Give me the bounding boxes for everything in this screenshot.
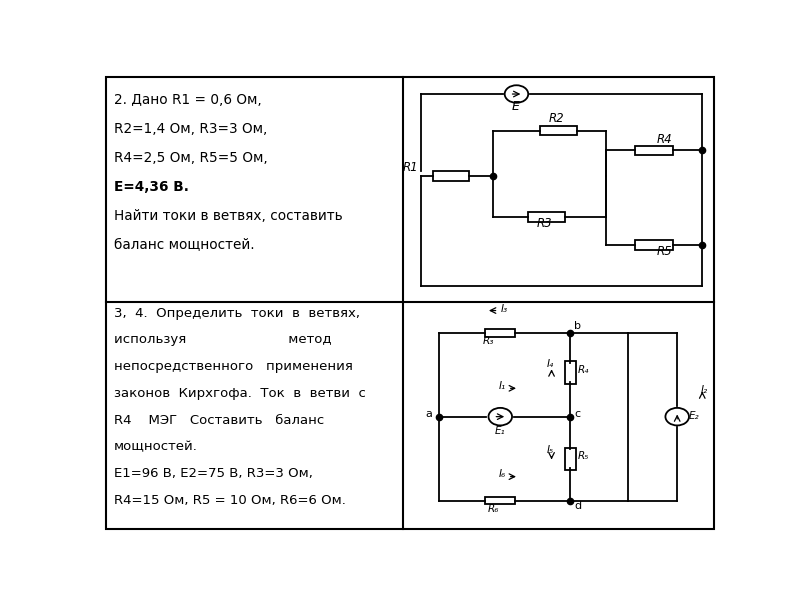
Text: R1: R1	[403, 161, 418, 174]
Text: R4    МЭГ   Составить   баланс: R4 МЭГ Составить баланс	[114, 414, 324, 427]
Bar	[635, 241, 673, 250]
Text: I₄: I₄	[547, 359, 554, 369]
Text: R₅: R₅	[578, 451, 590, 461]
Text: I₁: I₁	[498, 381, 506, 391]
Text: d: d	[574, 501, 582, 511]
Text: R₃: R₃	[482, 335, 494, 346]
Text: R4=15 Ом, R5 = 10 Ом, R6=6 Ом.: R4=15 Ом, R5 = 10 Ом, R6=6 Ом.	[114, 494, 346, 507]
Text: R3: R3	[537, 217, 553, 230]
Text: I₂: I₂	[701, 385, 707, 395]
Text: a: a	[426, 409, 433, 419]
Text: R4=2,5 Ом, R5=5 Ом,: R4=2,5 Ом, R5=5 Ом,	[114, 151, 267, 165]
Text: непосредственного   применения: непосредственного применения	[114, 360, 353, 373]
Text: законов  Кирхгофа.  Ток  в  ветви  с: законов Кирхгофа. Ток в ветви с	[114, 387, 366, 400]
Text: I₃: I₃	[500, 304, 507, 314]
Text: Найти токи в ветвях, составить: Найти токи в ветвях, составить	[114, 209, 342, 223]
Text: E1=96 В, E2=75 В, R3=3 Ом,: E1=96 В, E2=75 В, R3=3 Ом,	[114, 467, 313, 481]
Text: мощностей.: мощностей.	[114, 440, 198, 454]
Text: E: E	[512, 100, 520, 113]
Text: E₁: E₁	[494, 426, 505, 436]
Bar	[635, 146, 673, 155]
Text: R₄: R₄	[578, 365, 590, 375]
Text: I₆: I₆	[498, 469, 506, 479]
Text: R4: R4	[657, 133, 673, 146]
Text: используя                        метод: используя метод	[114, 334, 331, 346]
Bar	[540, 126, 577, 136]
Text: b: b	[574, 322, 581, 331]
Text: E₂: E₂	[689, 411, 700, 421]
Text: 2. Дано R1 = 0,6 Ом,: 2. Дано R1 = 0,6 Ом,	[114, 93, 262, 107]
Text: I₅: I₅	[547, 445, 554, 455]
Text: баланс мощностей.: баланс мощностей.	[114, 238, 254, 253]
Text: R2: R2	[549, 112, 565, 125]
Text: c: c	[574, 409, 580, 419]
Bar	[565, 448, 576, 470]
Text: R₆: R₆	[487, 505, 498, 514]
Bar	[486, 497, 515, 505]
Bar	[528, 212, 565, 221]
Text: R2=1,4 Ом, R3=3 Ом,: R2=1,4 Ом, R3=3 Ом,	[114, 122, 267, 136]
Text: E=4,36 В.: E=4,36 В.	[114, 180, 189, 194]
Bar	[565, 361, 576, 383]
Bar	[433, 172, 469, 181]
Text: R5: R5	[657, 245, 673, 258]
Text: 3,  4.  Определить  токи  в  ветвях,: 3, 4. Определить токи в ветвях,	[114, 307, 360, 320]
Bar	[486, 329, 515, 337]
